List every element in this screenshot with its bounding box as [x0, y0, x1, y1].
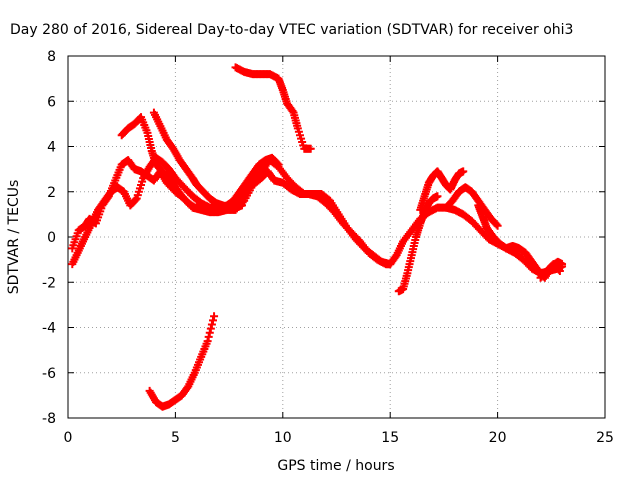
data-point [131, 195, 140, 204]
y-tick-label: 4 [47, 140, 56, 156]
y-tick-label: 6 [47, 94, 56, 110]
grid [68, 56, 605, 418]
data-point [306, 144, 315, 153]
data-series [145, 312, 219, 411]
y-tick-label: -4 [42, 321, 56, 337]
data-point [207, 320, 216, 329]
y-axis-label: SDTVAR / TECUs [6, 180, 22, 295]
data-series [442, 183, 502, 230]
data-point [203, 337, 212, 346]
data-point [433, 192, 442, 201]
y-tick-label: 0 [47, 230, 56, 246]
data-points [68, 63, 567, 411]
data-point [554, 265, 563, 274]
data-point [555, 266, 564, 275]
x-axis-label: GPS time / hours [277, 458, 394, 474]
data-series [416, 167, 468, 214]
axis-ticks: 0 5 10 15 20 25 -8 -6 -4 -2 0 2 4 6 8 [42, 49, 614, 446]
data-point [204, 332, 213, 341]
chart-title: Day 280 of 2016, Sidereal Day-to-day VTE… [10, 22, 573, 38]
data-point [492, 220, 501, 229]
y-tick-label: 2 [47, 185, 56, 201]
data-point [205, 328, 214, 337]
data-series [536, 260, 564, 282]
data-point [459, 167, 468, 176]
y-tick-label: -6 [42, 366, 56, 382]
y-tick-label: 8 [47, 49, 56, 65]
data-series [231, 63, 315, 153]
x-tick-label: 20 [489, 430, 507, 446]
data-point [386, 260, 395, 269]
x-tick-label: 25 [596, 430, 614, 446]
data-point [237, 201, 246, 210]
x-tick-label: 5 [171, 430, 180, 446]
x-tick-label: 10 [274, 430, 292, 446]
data-point [274, 160, 283, 169]
data-series [149, 108, 246, 212]
x-tick-label: 0 [64, 430, 73, 446]
x-tick-label: 15 [381, 430, 399, 446]
data-point [210, 312, 219, 321]
data-point [273, 159, 282, 168]
data-point [493, 221, 502, 230]
data-point [288, 107, 297, 116]
y-tick-label: -8 [42, 411, 56, 427]
data-series [394, 192, 442, 296]
y-tick-label: -2 [42, 275, 56, 291]
data-point [208, 316, 217, 325]
data-point [206, 324, 215, 333]
data-point [558, 260, 567, 269]
